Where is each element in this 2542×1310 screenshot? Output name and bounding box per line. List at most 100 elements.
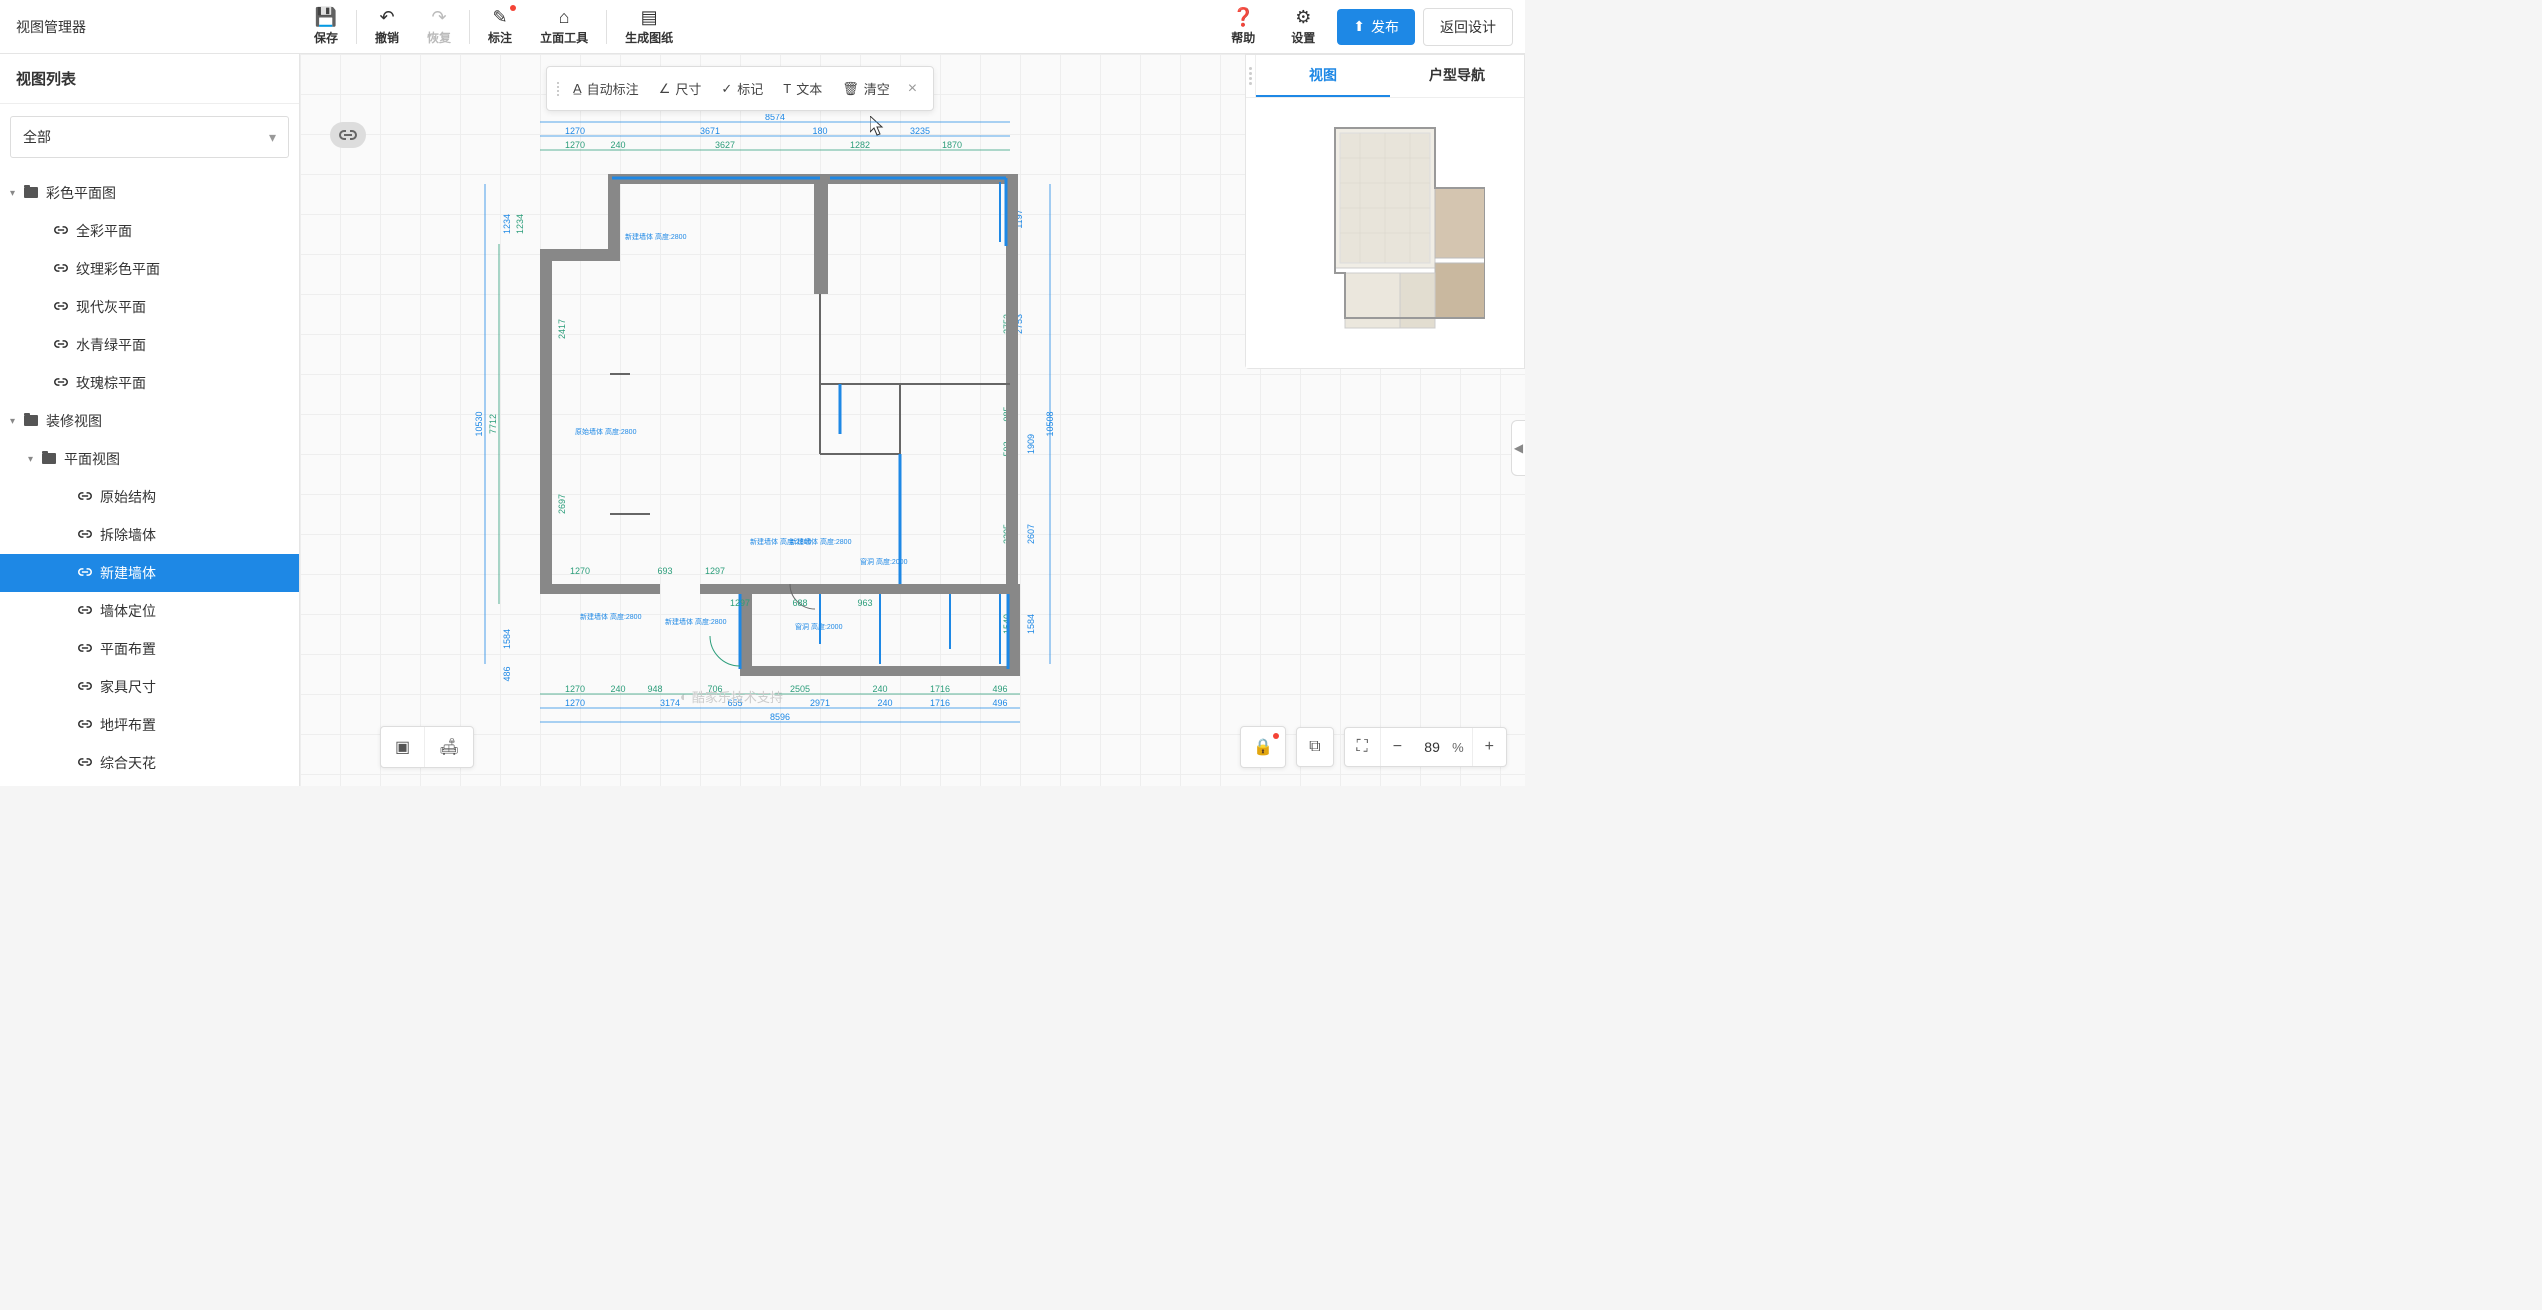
svg-text:180: 180 (812, 126, 827, 136)
svg-text:1909: 1909 (1026, 434, 1036, 454)
redo-button[interactable]: ↷ 恢复 (413, 3, 465, 50)
tree-view-item[interactable]: 水青绿平面 (0, 326, 299, 364)
tree-item-label: 新建墙体 (100, 563, 156, 583)
link-icon (54, 223, 68, 240)
publish-button[interactable]: ⬆ 发布 (1337, 9, 1415, 45)
help-button[interactable]: ❓ 帮助 (1217, 3, 1269, 50)
layout-button[interactable]: ▣ (381, 727, 424, 767)
drag-handle[interactable] (1246, 55, 1256, 97)
svg-text:1584: 1584 (502, 629, 512, 649)
zoom-value[interactable]: 89 (1414, 739, 1450, 755)
tree-item-label: 全彩平面 (76, 221, 132, 241)
tab-nav[interactable]: 户型导航 (1390, 55, 1524, 97)
tree-view-item[interactable]: 现代灰平面 (0, 288, 299, 326)
fullscreen-button[interactable]: ⛶ (1345, 728, 1380, 766)
link-icon (54, 261, 68, 278)
svg-text:1716: 1716 (930, 698, 950, 708)
bottom-right-toolbar: 🔒 ⧉ ⛶ − 89 % + (1240, 726, 1507, 768)
auto-icon: A̲ (573, 81, 582, 96)
folder-icon (24, 413, 38, 429)
link-badge[interactable] (330, 122, 366, 148)
save-icon: 💾 (315, 7, 337, 27)
separator (469, 10, 470, 44)
svg-text:1270: 1270 (565, 140, 585, 150)
link-icon (78, 565, 92, 582)
tree-folder[interactable]: ▾彩色平面图 (0, 174, 299, 212)
floor-plan[interactable]: 8574 1270 3671 180 3235 1270 240 3627 12… (440, 114, 1120, 754)
collapse-handle[interactable]: ◀ (1511, 420, 1525, 476)
separator (606, 10, 607, 44)
link-icon (78, 717, 92, 734)
svg-text:688: 688 (792, 598, 807, 608)
svg-text:窗洞 高度:2000: 窗洞 高度:2000 (795, 622, 843, 631)
svg-text:8596: 8596 (770, 712, 790, 722)
tree-item-label: 装修视图 (46, 411, 102, 431)
elevation-button[interactable]: ⌂ 立面工具 (526, 3, 602, 50)
svg-text:1270: 1270 (565, 126, 585, 136)
chevron-down-icon: ▾ (28, 454, 42, 465)
tree-view-item[interactable]: 综合天花 (0, 744, 299, 782)
drag-handle[interactable] (555, 82, 563, 96)
tree-view-item[interactable]: 地坪布置 (0, 706, 299, 744)
svg-text:原始墙体 高度:2800: 原始墙体 高度:2800 (575, 427, 637, 436)
tree-item-label: 水青绿平面 (76, 335, 146, 355)
text-icon: T (783, 81, 791, 96)
tree-view-item[interactable]: 玫瑰棕平面 (0, 364, 299, 402)
tree-view-item[interactable]: 家具尺寸 (0, 668, 299, 706)
tree-item-label: 现代灰平面 (76, 297, 146, 317)
svg-text:2417: 2417 (557, 319, 567, 339)
svg-text:新建墙体 高度:2800: 新建墙体 高度:2800 (790, 537, 852, 546)
return-button[interactable]: 返回设计 (1423, 8, 1513, 46)
dimension-button[interactable]: ∠尺寸 (649, 73, 712, 104)
tree-view-item[interactable]: 新建墙体 (0, 554, 299, 592)
save-button[interactable]: 💾 保存 (300, 3, 352, 50)
annotate-button[interactable]: ✎ 标注 (474, 3, 526, 50)
help-icon: ❓ (1232, 7, 1254, 27)
tree-folder[interactable]: ▾装修视图 (0, 402, 299, 440)
svg-text:窗洞 高度:2000: 窗洞 高度:2000 (860, 557, 908, 566)
copy-button[interactable]: ⧉ (1297, 728, 1332, 766)
tree-view-item[interactable]: 拆除墙体 (0, 516, 299, 554)
svg-text:496: 496 (992, 698, 1007, 708)
tree-folder[interactable]: ▾ 平面视图 (0, 440, 299, 478)
filter-select[interactable]: 全部 ▾ (10, 116, 289, 158)
text-button[interactable]: T文本 (773, 73, 832, 104)
tree-view-item[interactable]: 纹理彩色平面 (0, 250, 299, 288)
mark-button[interactable]: ✓标记 (711, 73, 773, 104)
auto-annotate-button[interactable]: A̲自动标注 (563, 73, 649, 104)
zoom-out-button[interactable]: − (1380, 728, 1414, 766)
tree-item-label: 平面视图 (64, 449, 120, 469)
close-button[interactable]: × (900, 80, 925, 98)
tree-item-label: 平面布置 (100, 639, 156, 659)
toolbar-center: 💾 保存 ↶ 撤销 ↷ 恢复 ✎ 标注 ⌂ 立面工具 ▤ 生成图纸 (300, 3, 687, 50)
tree-view-item[interactable]: 平面布置 (0, 630, 299, 668)
notification-dot (510, 5, 516, 11)
furniture-button[interactable]: 🛋 (424, 727, 473, 767)
tree-view-item[interactable]: 原始结构 (0, 478, 299, 516)
undo-button[interactable]: ↶ 撤销 (361, 3, 413, 50)
lock-button[interactable]: 🔒 (1241, 727, 1285, 767)
generate-button[interactable]: ▤ 生成图纸 (611, 3, 687, 50)
upload-icon: ⬆ (1353, 18, 1365, 35)
tab-view[interactable]: 视图 (1256, 55, 1390, 97)
undo-icon: ↶ (379, 7, 394, 27)
watermark-icon: ◐ (680, 689, 688, 704)
svg-text:新建墙体 高度:2800: 新建墙体 高度:2800 (580, 612, 642, 621)
tree-view-item[interactable]: 墙体定位 (0, 592, 299, 630)
tree-view-item[interactable]: 全彩平面 (0, 212, 299, 250)
svg-text:948: 948 (647, 684, 662, 694)
zoom-in-button[interactable]: + (1472, 728, 1506, 766)
svg-text:1716: 1716 (930, 684, 950, 694)
bottom-left-toolbar: ▣ 🛋 (380, 726, 474, 768)
svg-text:2971: 2971 (810, 698, 830, 708)
clear-button[interactable]: 🗑清空 (832, 73, 900, 104)
link-icon (54, 337, 68, 354)
svg-text:1282: 1282 (850, 140, 870, 150)
svg-text:496: 496 (992, 684, 1007, 694)
svg-text:3235: 3235 (910, 126, 930, 136)
preview-3d[interactable] (1246, 98, 1524, 368)
watermark: ◐ 酷家乐技术支持 (680, 687, 783, 706)
folder-icon (24, 185, 38, 201)
svg-text:693: 693 (657, 566, 672, 576)
settings-button[interactable]: ⚙ 设置 (1277, 3, 1329, 50)
